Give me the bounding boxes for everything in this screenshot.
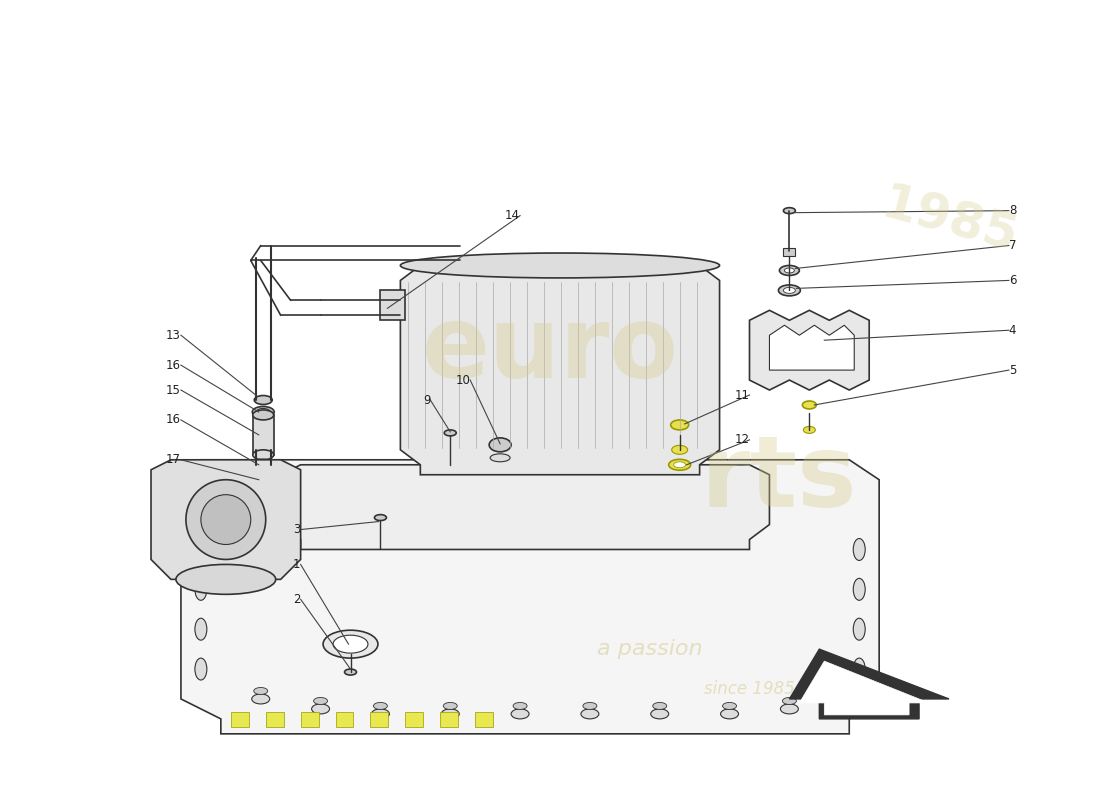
Ellipse shape: [256, 462, 271, 468]
Ellipse shape: [333, 635, 369, 653]
Ellipse shape: [821, 694, 838, 704]
Text: 2: 2: [293, 593, 300, 606]
Ellipse shape: [652, 702, 667, 710]
Text: 9: 9: [422, 394, 430, 406]
Bar: [231, 712, 249, 727]
Ellipse shape: [779, 285, 801, 296]
Ellipse shape: [723, 702, 737, 710]
Ellipse shape: [671, 420, 689, 430]
Text: 13: 13: [166, 329, 180, 342]
Polygon shape: [151, 460, 300, 579]
Ellipse shape: [372, 709, 389, 719]
Ellipse shape: [176, 565, 276, 594]
Text: 8: 8: [1009, 204, 1016, 217]
Ellipse shape: [784, 268, 794, 273]
Ellipse shape: [512, 709, 529, 719]
Polygon shape: [400, 266, 719, 474]
Ellipse shape: [195, 658, 207, 680]
Text: 16: 16: [166, 414, 180, 426]
Ellipse shape: [854, 618, 866, 640]
Circle shape: [201, 494, 251, 545]
Bar: [475, 712, 493, 727]
Text: 10: 10: [455, 374, 470, 386]
Ellipse shape: [323, 630, 378, 658]
Ellipse shape: [374, 514, 386, 521]
Ellipse shape: [672, 446, 688, 454]
Bar: [371, 712, 388, 727]
Text: 3: 3: [294, 523, 300, 536]
Ellipse shape: [854, 658, 866, 680]
Text: 17: 17: [166, 454, 180, 466]
Ellipse shape: [195, 538, 207, 561]
Ellipse shape: [252, 694, 270, 704]
Ellipse shape: [581, 709, 598, 719]
Ellipse shape: [491, 454, 510, 462]
Text: rts: rts: [701, 431, 858, 528]
Ellipse shape: [803, 426, 815, 434]
Polygon shape: [180, 460, 879, 734]
Text: 14: 14: [505, 209, 520, 222]
Text: euro: euro: [421, 302, 679, 398]
Ellipse shape: [443, 702, 458, 710]
Ellipse shape: [802, 401, 816, 409]
Bar: [253, 415, 274, 455]
Bar: [300, 712, 319, 727]
Polygon shape: [280, 465, 769, 550]
Ellipse shape: [823, 687, 836, 694]
Ellipse shape: [195, 578, 207, 600]
Text: 5: 5: [1009, 364, 1016, 377]
Text: 15: 15: [166, 383, 180, 397]
Text: 6: 6: [1009, 274, 1016, 287]
Ellipse shape: [314, 698, 328, 705]
Ellipse shape: [400, 253, 719, 278]
Ellipse shape: [195, 618, 207, 640]
Polygon shape: [790, 649, 949, 719]
Text: 4: 4: [1009, 324, 1016, 337]
Bar: [266, 712, 284, 727]
Text: 11: 11: [735, 389, 749, 402]
Bar: [381, 290, 406, 320]
Bar: [406, 712, 424, 727]
Ellipse shape: [441, 709, 459, 719]
Ellipse shape: [311, 704, 330, 714]
Ellipse shape: [782, 698, 796, 705]
Ellipse shape: [256, 409, 271, 415]
Ellipse shape: [344, 669, 356, 675]
Polygon shape: [749, 310, 869, 390]
Ellipse shape: [780, 704, 799, 714]
Ellipse shape: [252, 406, 274, 418]
Ellipse shape: [253, 410, 274, 420]
Bar: [440, 712, 459, 727]
Ellipse shape: [783, 287, 795, 294]
Ellipse shape: [253, 450, 274, 460]
Text: 12: 12: [735, 434, 749, 446]
Ellipse shape: [444, 430, 456, 436]
Ellipse shape: [252, 459, 274, 470]
Ellipse shape: [254, 395, 272, 405]
Ellipse shape: [669, 459, 691, 470]
Ellipse shape: [490, 438, 512, 452]
Ellipse shape: [373, 702, 387, 710]
Text: a passion: a passion: [597, 639, 703, 659]
Polygon shape: [800, 661, 929, 715]
Ellipse shape: [780, 266, 800, 275]
Text: 16: 16: [166, 358, 180, 372]
Ellipse shape: [854, 578, 866, 600]
Text: 1985: 1985: [876, 179, 1023, 262]
Bar: [783, 247, 795, 255]
Text: 7: 7: [1009, 239, 1016, 252]
Ellipse shape: [583, 702, 597, 710]
Polygon shape: [769, 326, 855, 370]
Circle shape: [186, 480, 266, 559]
Ellipse shape: [783, 208, 795, 214]
Text: since 1985: since 1985: [704, 680, 795, 698]
Ellipse shape: [513, 702, 527, 710]
Text: 1: 1: [293, 558, 300, 571]
Ellipse shape: [254, 687, 267, 694]
Ellipse shape: [673, 462, 685, 468]
Ellipse shape: [651, 709, 669, 719]
Ellipse shape: [854, 538, 866, 561]
Bar: [336, 712, 353, 727]
Ellipse shape: [720, 709, 738, 719]
